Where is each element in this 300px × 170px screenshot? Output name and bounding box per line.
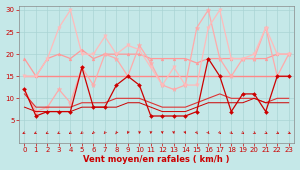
X-axis label: Vent moyen/en rafales ( km/h ): Vent moyen/en rafales ( km/h ) (83, 155, 230, 164)
